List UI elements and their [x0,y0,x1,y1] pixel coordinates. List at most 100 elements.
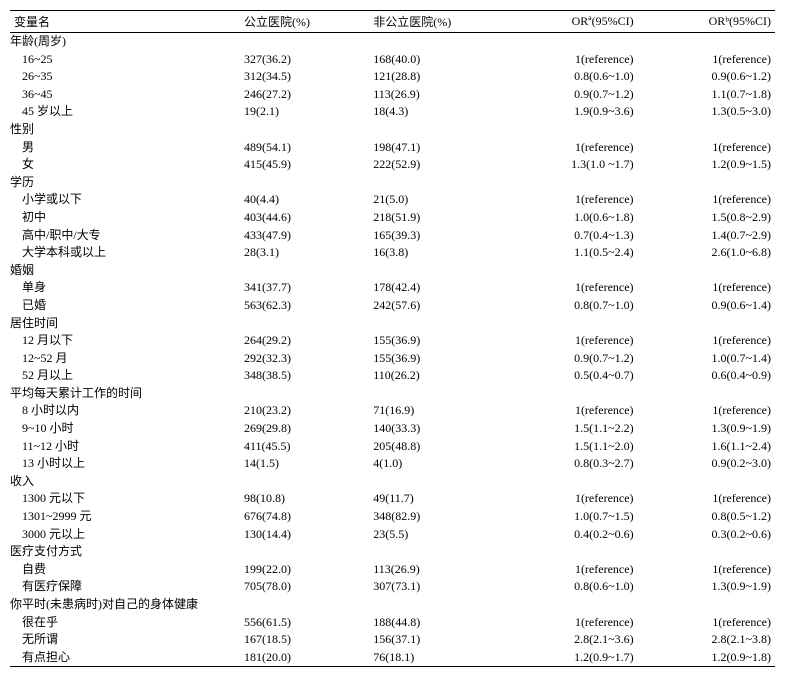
cell-nonpublic: 218(51.9) [369,209,500,227]
cell-nonpublic: 113(26.9) [369,86,500,104]
cell-nonpublic: 16(3.8) [369,244,500,262]
cell-variable: 你平时(未患病时)对自己的身体健康 [10,596,240,614]
cell-or-b: 0.3(0.2~0.6) [638,526,775,544]
cell-public: 415(45.9) [240,156,369,174]
table-row: 大学本科或以上28(3.1)16(3.8)1.1(0.5~2.4)2.6(1.0… [10,244,775,262]
table-row: 男489(54.1)198(47.1)1(reference)1(referen… [10,139,775,157]
cell-public [240,174,369,192]
cell-variable: 45 岁以上 [10,103,240,121]
cell-variable: 年龄(周岁) [10,33,240,51]
cell-or-b: 1.0(0.7~1.4) [638,350,775,368]
cell-public: 181(20.0) [240,649,369,667]
cell-or-a: 0.4(0.2~0.6) [500,526,637,544]
cell-or-a: 0.9(0.7~1.2) [500,350,637,368]
header-or-b: ORᵇ(95%CI) [638,11,775,33]
cell-public [240,33,369,51]
cell-or-a: 1(reference) [500,191,637,209]
cell-variable: 很在乎 [10,614,240,632]
cell-public [240,315,369,333]
cell-or-b [638,121,775,139]
cell-or-b [638,174,775,192]
cell-or-b: 2.8(2.1~3.8) [638,631,775,649]
cell-nonpublic: 156(37.1) [369,631,500,649]
cell-or-a [500,262,637,280]
cell-public: 348(38.5) [240,367,369,385]
table-row: 初中403(44.6)218(51.9)1.0(0.6~1.8)1.5(0.8~… [10,209,775,227]
cell-variable: 52 月以上 [10,367,240,385]
cell-or-b: 1(reference) [638,51,775,69]
cell-nonpublic [369,33,500,51]
cell-or-a [500,473,637,491]
table-row: 很在乎556(61.5)188(44.8)1(reference)1(refer… [10,614,775,632]
cell-or-b: 1.3(0.9~1.9) [638,578,775,596]
table-row: 13 小时以上14(1.5)4(1.0)0.8(0.3~2.7)0.9(0.2~… [10,455,775,473]
cell-public: 292(32.3) [240,350,369,368]
cell-or-a [500,33,637,51]
cell-nonpublic: 23(5.5) [369,526,500,544]
header-public: 公立医院(%) [240,11,369,33]
cell-or-b: 1(reference) [638,402,775,420]
table-row: 12~52 月292(32.3)155(36.9)0.9(0.7~1.2)1.0… [10,350,775,368]
cell-variable: 性别 [10,121,240,139]
table-row: 已婚563(62.3)242(57.6)0.8(0.7~1.0)0.9(0.6~… [10,297,775,315]
cell-or-b: 1.1(0.7~1.8) [638,86,775,104]
cell-or-a: 1(reference) [500,332,637,350]
cell-or-a: 1(reference) [500,561,637,579]
cell-variable: 小学或以下 [10,191,240,209]
table-row: 16~25327(36.2)168(40.0)1(reference)1(ref… [10,51,775,69]
cell-or-b: 0.6(0.4~0.9) [638,367,775,385]
cell-nonpublic: 222(52.9) [369,156,500,174]
cell-nonpublic: 155(36.9) [369,350,500,368]
table-row: 婚姻 [10,262,775,280]
cell-public: 489(54.1) [240,139,369,157]
cell-or-a: 1.1(0.5~2.4) [500,244,637,262]
cell-or-a: 1(reference) [500,402,637,420]
cell-public: 676(74.8) [240,508,369,526]
cell-variable: 收入 [10,473,240,491]
cell-variable: 36~45 [10,86,240,104]
cell-nonpublic: 18(4.3) [369,103,500,121]
cell-or-b [638,543,775,561]
cell-or-b: 1.3(0.9~1.9) [638,420,775,438]
cell-nonpublic: 71(16.9) [369,402,500,420]
header-nonpublic: 非公立医院(%) [369,11,500,33]
cell-or-b: 1(reference) [638,139,775,157]
cell-nonpublic: 113(26.9) [369,561,500,579]
cell-or-b: 1.6(1.1~2.4) [638,438,775,456]
cell-nonpublic: 49(11.7) [369,490,500,508]
cell-or-b: 0.9(0.2~3.0) [638,455,775,473]
table-row: 单身341(37.7)178(42.4)1(reference)1(refere… [10,279,775,297]
cell-or-b [638,33,775,51]
table-row: 收入 [10,473,775,491]
cell-public: 210(23.2) [240,402,369,420]
cell-nonpublic [369,262,500,280]
table-row: 学历 [10,174,775,192]
table-row: 平均每天累计工作的时间 [10,385,775,403]
cell-or-a: 1(reference) [500,51,637,69]
cell-variable: 居住时间 [10,315,240,333]
cell-or-a: 0.8(0.6~1.0) [500,68,637,86]
cell-variable: 1301~2999 元 [10,508,240,526]
cell-or-b [638,315,775,333]
cell-or-b [638,385,775,403]
cell-variable: 11~12 小时 [10,438,240,456]
table-row: 自费199(22.0)113(26.9)1(reference)1(refere… [10,561,775,579]
cell-public: 556(61.5) [240,614,369,632]
cell-variable: 26~35 [10,68,240,86]
table-row: 医疗支付方式 [10,543,775,561]
table-row: 小学或以下40(4.4)21(5.0)1(reference)1(referen… [10,191,775,209]
table-row: 3000 元以上130(14.4)23(5.5)0.4(0.2~0.6)0.3(… [10,526,775,544]
cell-public: 327(36.2) [240,51,369,69]
header-row: 变量名 公立医院(%) 非公立医院(%) ORª(95%CI) ORᵇ(95%C… [10,11,775,33]
cell-public [240,262,369,280]
cell-nonpublic: 348(82.9) [369,508,500,526]
table-row: 8 小时以内210(23.2)71(16.9)1(reference)1(ref… [10,402,775,420]
cell-nonpublic: 155(36.9) [369,332,500,350]
cell-nonpublic [369,121,500,139]
cell-public: 341(37.7) [240,279,369,297]
cell-public: 705(78.0) [240,578,369,596]
cell-or-b: 1.2(0.9~1.8) [638,649,775,667]
cell-public: 312(34.5) [240,68,369,86]
header-or-a: ORª(95%CI) [500,11,637,33]
cell-nonpublic: 205(48.8) [369,438,500,456]
